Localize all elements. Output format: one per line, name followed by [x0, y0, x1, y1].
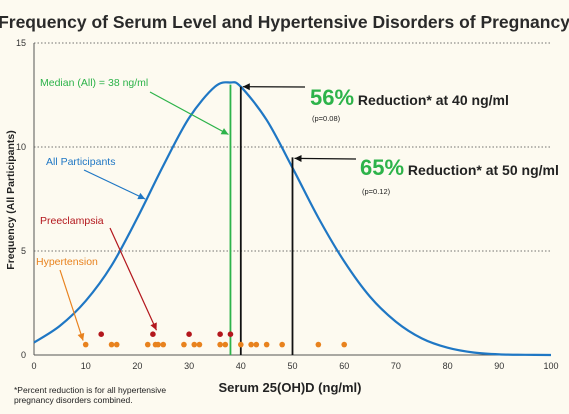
x-tick-50: 50 — [287, 361, 297, 371]
reduction-40-pvalue: (p=0.08) — [312, 114, 341, 123]
median-label: Median (All) = 38 ng/ml — [40, 77, 148, 89]
x-tick-60: 60 — [339, 361, 349, 371]
hypertension-point — [181, 341, 187, 348]
reduction-40-text: 56% Reduction* at 40 ng/ml — [310, 85, 509, 110]
hypertension-arrow-shaft — [59, 269, 84, 341]
reduction-50-percent: 65% — [360, 155, 404, 180]
x-tick-labels: 0 10 20 30 40 50 60 70 80 90 100 — [31, 361, 558, 371]
hypertension-point — [113, 341, 120, 348]
preeclampsia-arrow-shaft — [109, 227, 158, 331]
x-tick-80: 80 — [443, 361, 453, 371]
reduction-50-text: 65% Reduction* at 50 ng/ml — [360, 155, 559, 180]
reduction-40-label: Reduction* at 40 ng/ml — [354, 92, 509, 108]
x-tick-100: 100 — [543, 361, 558, 371]
grid — [34, 42, 551, 252]
median-arrow-shaft — [149, 91, 229, 136]
hypertension-point — [222, 341, 229, 348]
reduction-50-pvalue: (p=0.12) — [362, 187, 391, 196]
y-tick-0: 0 — [21, 350, 26, 360]
reduction-40-percent: 56% — [310, 85, 354, 110]
hypertension-arrow-head — [77, 332, 85, 341]
hypertension-label: Hypertension — [36, 256, 98, 268]
all-participants-label: All Participants — [46, 156, 115, 168]
median-arrow-head — [220, 128, 229, 135]
hypertension-point — [341, 341, 348, 348]
x-axis-label: Serum 25(OH)D (ng/ml) — [218, 380, 361, 395]
x-tick-90: 90 — [494, 361, 504, 371]
all-participants-arrow-head — [137, 192, 146, 200]
x-tick-70: 70 — [391, 361, 401, 371]
hypertension-point — [315, 341, 322, 348]
x-tick-10: 10 — [81, 361, 91, 371]
hypertension-point — [191, 341, 198, 348]
hypertension-point — [108, 341, 115, 348]
preeclampsia-point — [150, 331, 156, 338]
y-tick-labels: 0 5 10 15 — [16, 38, 26, 360]
x-tick-40: 40 — [236, 361, 246, 371]
hypertension-point — [155, 341, 161, 348]
hypertension-point — [238, 341, 244, 348]
hypertension-point — [144, 341, 151, 348]
preeclampsia-arrow-head — [150, 322, 157, 331]
x-tick-20: 20 — [132, 361, 142, 371]
reduction-50-arrow-shaft — [294, 157, 357, 160]
reduction-50-label: Reduction* at 50 ng/ml — [404, 162, 559, 178]
preeclampsia-point — [186, 331, 192, 338]
hypertension-point — [196, 341, 203, 348]
all-participants-arrow-shaft — [83, 169, 146, 200]
hypertension-point — [263, 341, 270, 348]
annotation-arrows — [59, 83, 357, 341]
all-participants-curve — [33, 81, 552, 357]
y-tick-10: 10 — [16, 142, 26, 152]
reduction-40-arrow-head — [242, 83, 250, 91]
hypertension-point — [160, 341, 167, 348]
x-tick-30: 30 — [184, 361, 194, 371]
footnote: *Percent reduction is for all hypertensi… — [14, 385, 167, 405]
reduction-reference-lines — [239, 86, 294, 355]
hypertension-point — [248, 341, 254, 348]
chart-title: Frequency of Serum Level and Hypertensiv… — [0, 12, 569, 32]
preeclampsia-point — [217, 331, 223, 338]
y-tick-15: 15 — [16, 38, 26, 48]
hypertension-point — [82, 341, 89, 348]
hypertension-point — [253, 341, 260, 348]
reduction-50-arrow-head — [294, 154, 302, 162]
preeclampsia-point — [98, 331, 105, 338]
y-axis-label: Frequency (All Participants) — [5, 130, 17, 269]
preeclampsia-label: Preeclampsia — [40, 215, 104, 227]
hypertension-point — [217, 341, 223, 348]
y-tick-5: 5 — [21, 246, 26, 256]
x-tick-0: 0 — [31, 361, 36, 371]
hypertension-point — [279, 341, 285, 348]
preeclampsia-point — [227, 331, 234, 338]
data-points — [82, 331, 348, 348]
